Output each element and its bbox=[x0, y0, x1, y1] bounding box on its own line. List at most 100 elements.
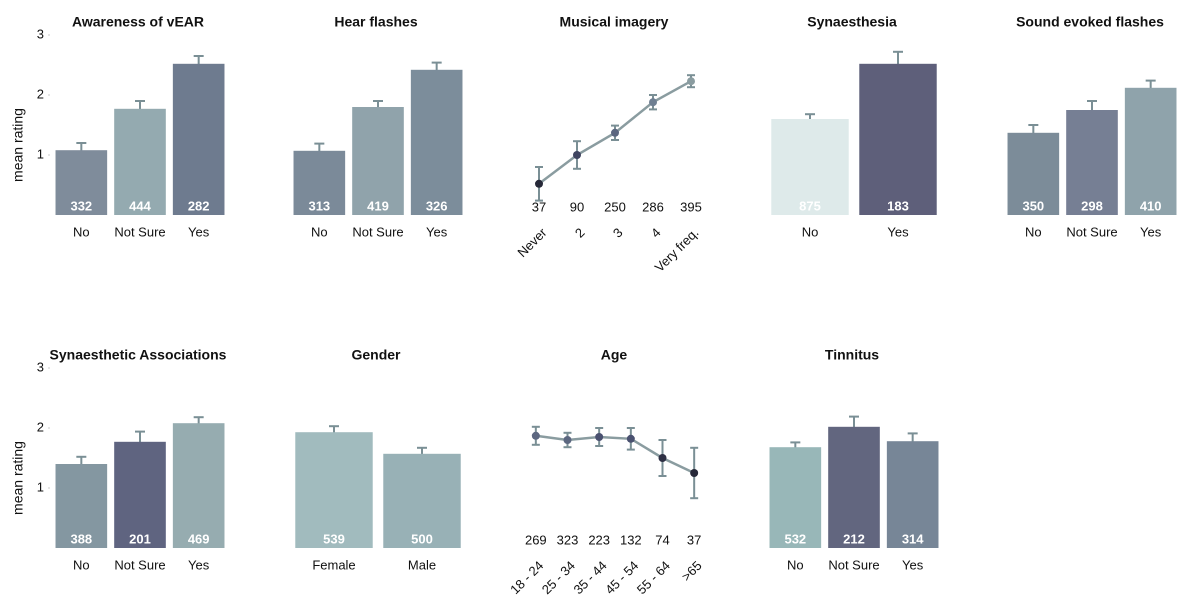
bar bbox=[1007, 132, 1060, 215]
bar bbox=[172, 63, 225, 215]
bar bbox=[114, 441, 166, 548]
count-label: 395 bbox=[680, 199, 702, 214]
x-tick-label: 45 - 54 bbox=[602, 558, 641, 597]
count-label: 37 bbox=[532, 199, 546, 214]
point bbox=[626, 434, 635, 443]
x-tick-label: 3 bbox=[610, 225, 626, 241]
point bbox=[687, 77, 695, 86]
x-tick-label: Not Sure bbox=[114, 557, 165, 572]
y-axis-label: mean rating bbox=[10, 441, 26, 515]
count-label: 212 bbox=[843, 531, 865, 546]
bar bbox=[859, 63, 937, 215]
point bbox=[649, 98, 657, 107]
x-tick-label: No bbox=[73, 557, 90, 572]
y-tick-label: 2 bbox=[37, 86, 44, 101]
bar bbox=[55, 464, 108, 548]
x-tick-label: Not Sure bbox=[828, 557, 879, 572]
x-tick-label: Yes bbox=[188, 224, 210, 239]
x-tick-label: Male bbox=[408, 557, 436, 572]
count-label: 132 bbox=[620, 532, 642, 547]
x-tick-label: No bbox=[802, 224, 819, 239]
point bbox=[658, 454, 667, 462]
bar bbox=[172, 423, 225, 548]
bar bbox=[352, 107, 404, 215]
point bbox=[611, 128, 619, 137]
bar bbox=[295, 432, 373, 548]
panel-title: Synaesthetic Associations bbox=[50, 347, 227, 363]
count-label: 332 bbox=[70, 198, 92, 213]
point bbox=[595, 433, 604, 441]
y-tick-label: 2 bbox=[37, 419, 44, 434]
panel-title: Age bbox=[601, 347, 628, 363]
count-label: 875 bbox=[799, 198, 821, 213]
y-tick-label: 3 bbox=[37, 26, 44, 41]
point bbox=[531, 431, 540, 440]
panel-title: Awareness of vEAR bbox=[72, 14, 204, 30]
count-label: 539 bbox=[323, 531, 345, 546]
x-tick-label: Never bbox=[514, 224, 550, 260]
point bbox=[573, 151, 581, 159]
x-tick-label: >65 bbox=[679, 558, 705, 584]
panel-title: Gender bbox=[351, 347, 401, 363]
count-label: 323 bbox=[557, 532, 579, 547]
count-label: 223 bbox=[588, 532, 610, 547]
count-label: 444 bbox=[129, 198, 151, 213]
x-tick-label: 4 bbox=[648, 225, 664, 241]
count-label: 326 bbox=[426, 198, 448, 213]
x-tick-label: 18 - 24 bbox=[507, 558, 546, 597]
x-tick-label: Yes bbox=[1140, 224, 1162, 239]
count-label: 74 bbox=[655, 532, 669, 547]
y-tick-label: 1 bbox=[37, 146, 44, 161]
x-tick-label: 25 - 34 bbox=[539, 558, 578, 597]
count-label: 37 bbox=[687, 532, 701, 547]
x-tick-label: Female bbox=[312, 557, 355, 572]
count-label: 500 bbox=[411, 531, 433, 546]
x-tick-label: No bbox=[311, 224, 328, 239]
x-tick-label: 2 bbox=[572, 225, 588, 241]
count-label: 350 bbox=[1022, 198, 1044, 213]
line bbox=[535, 434, 695, 475]
count-label: 250 bbox=[604, 199, 626, 214]
count-label: 298 bbox=[1081, 198, 1103, 213]
x-tick-label: Yes bbox=[902, 557, 924, 572]
x-tick-label: 55 - 64 bbox=[634, 558, 673, 597]
bar bbox=[114, 108, 166, 215]
x-tick-label: No bbox=[787, 557, 804, 572]
x-tick-label: 35 - 44 bbox=[570, 558, 609, 597]
count-label: 282 bbox=[188, 198, 210, 213]
count-label: 90 bbox=[570, 199, 584, 214]
point bbox=[535, 179, 543, 188]
bar bbox=[769, 447, 822, 548]
x-tick-label: No bbox=[73, 224, 90, 239]
count-label: 183 bbox=[887, 198, 909, 213]
bar bbox=[771, 119, 849, 215]
count-label: 269 bbox=[525, 532, 547, 547]
panel-title: Hear flashes bbox=[334, 14, 417, 30]
count-label: 314 bbox=[902, 531, 924, 546]
count-label: 201 bbox=[129, 531, 151, 546]
x-tick-label: Yes bbox=[887, 224, 909, 239]
y-tick-label: 3 bbox=[37, 359, 44, 374]
panel-title: Musical imagery bbox=[560, 14, 669, 30]
y-tick-label: 1 bbox=[37, 479, 44, 494]
count-label: 419 bbox=[367, 198, 389, 213]
panel-title: Tinnitus bbox=[825, 347, 879, 363]
bar bbox=[55, 150, 108, 215]
bar bbox=[828, 426, 880, 548]
bar bbox=[1066, 110, 1118, 215]
x-tick-label: Not Sure bbox=[114, 224, 165, 239]
count-label: 286 bbox=[642, 199, 664, 214]
bar bbox=[410, 69, 463, 215]
point bbox=[563, 436, 572, 444]
panel-title: Synaesthesia bbox=[807, 14, 897, 30]
x-tick-label: Not Sure bbox=[1066, 224, 1117, 239]
point bbox=[690, 469, 699, 477]
bar bbox=[1124, 87, 1177, 215]
count-label: 532 bbox=[784, 531, 806, 546]
bar bbox=[886, 441, 939, 548]
y-axis-label: mean rating bbox=[10, 108, 26, 182]
bar bbox=[383, 453, 461, 548]
x-tick-label: Yes bbox=[426, 224, 448, 239]
count-label: 410 bbox=[1140, 198, 1162, 213]
x-tick-label: Not Sure bbox=[352, 224, 403, 239]
